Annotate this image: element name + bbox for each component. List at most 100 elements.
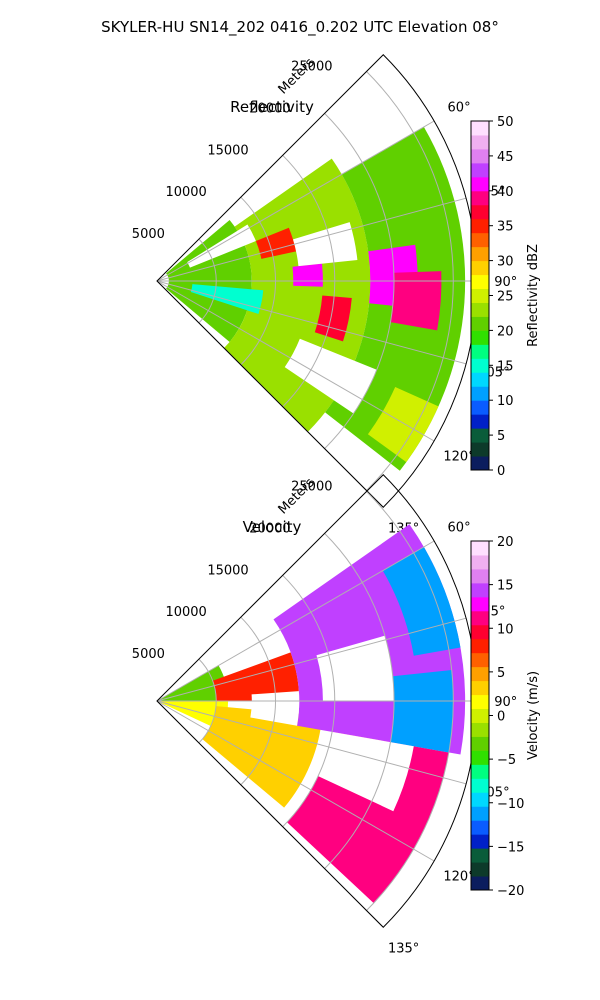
colorbar-swatch — [471, 778, 489, 793]
colorbar-tick-label: 15 — [497, 359, 514, 374]
colorbar-swatch — [471, 722, 489, 737]
colorbar-swatch — [471, 582, 489, 598]
colorbar-tick-label: −15 — [497, 840, 524, 855]
colorbar-swatch — [471, 596, 489, 612]
colorbar-swatch — [471, 568, 489, 584]
colorbar-swatch — [471, 204, 489, 220]
azimuth-tick-label: 90° — [494, 695, 517, 710]
colorbar-tick-label: 10 — [497, 622, 514, 637]
data-cell — [390, 670, 454, 753]
colorbar-swatch — [471, 610, 489, 626]
colorbar-swatch — [471, 232, 489, 248]
azimuth-tick-label: 135° — [388, 942, 419, 957]
azimuth-gridline — [156, 700, 435, 862]
colorbar-tick-label: 0 — [497, 710, 505, 725]
colorbar-swatch — [471, 736, 489, 751]
colorbar-swatch — [471, 708, 489, 723]
colorbar-tick-label: 15 — [497, 579, 514, 594]
chart-panel-2: Velocity500010000150002000025000Meters60… — [132, 474, 541, 957]
data-cell — [314, 295, 352, 342]
colorbar-swatch — [471, 372, 489, 387]
colorbar: 0 5 10 15 20 25 30 35 40 45 50 Reflectivity dBZ — [470, 115, 541, 479]
colorbar-swatch — [471, 358, 489, 373]
colorbar-tick-label: 10 — [497, 394, 514, 409]
colorbar-swatch — [471, 386, 489, 401]
radial-tick-label: 25000 — [291, 479, 332, 494]
data-cell — [190, 284, 264, 314]
data-cell — [202, 706, 323, 808]
colorbar-swatch — [471, 820, 489, 835]
radial-tick-label: 10000 — [165, 605, 206, 620]
colorbar-swatch — [471, 666, 489, 682]
data-cell — [367, 387, 439, 463]
colorbar-label: Reflectivity dBZ — [526, 244, 541, 347]
azimuth-gridline — [156, 280, 467, 365]
colorbar-label: Velocity (m/s) — [526, 671, 541, 760]
radial-tick-label: 10000 — [165, 185, 206, 200]
colorbar-swatch — [471, 680, 489, 696]
radial-tick-label: 5000 — [132, 227, 165, 242]
azimuth-gridline — [156, 700, 467, 785]
radial-tick-label: 15000 — [207, 563, 248, 578]
data-layer — [166, 126, 466, 471]
radial-tick-label: 15000 — [207, 143, 248, 158]
colorbar-swatch — [471, 652, 489, 668]
colorbar-swatch — [471, 750, 489, 765]
colorbar-tick-label: −5 — [497, 753, 516, 768]
azimuth-gridline — [156, 197, 467, 282]
colorbar-swatch — [471, 541, 489, 556]
colorbar-swatch — [471, 638, 489, 654]
colorbar-swatch — [471, 148, 489, 164]
no-data-region — [187, 224, 256, 268]
azimuth-gridline — [156, 540, 435, 702]
radial-tick-label: 20000 — [249, 101, 290, 116]
azimuth-tick-label: 120° — [443, 869, 474, 884]
colorbar-swatch — [471, 330, 489, 345]
radial-tick-label: 20000 — [249, 521, 290, 536]
data-cell — [382, 546, 461, 656]
colorbar-swatch — [471, 624, 489, 640]
data-cell — [212, 652, 300, 701]
azimuth-gridline — [156, 280, 435, 442]
chart-panel-1: Reflectivity500010000150002000025000Mete… — [132, 54, 541, 537]
colorbar-swatch — [471, 442, 489, 457]
chart-title: Velocity — [243, 518, 302, 536]
chart-title: Reflectivity — [230, 98, 314, 116]
colorbar-swatch — [471, 260, 489, 276]
colorbar-swatch — [471, 862, 489, 877]
colorbar-swatch — [471, 414, 489, 429]
colorbar-tick-label: 5 — [497, 666, 505, 681]
colorbar-tick-label: −10 — [497, 797, 524, 812]
azimuth-gridline — [156, 120, 435, 282]
colorbar-swatch — [471, 218, 489, 234]
colorbar-swatch — [471, 121, 489, 136]
radial-tick-label: 5000 — [132, 647, 165, 662]
figure-suptitle: SKYLER-HU SN14_202 0416_0.202 UTC Elevat… — [101, 18, 499, 37]
colorbar-swatch — [471, 134, 489, 150]
colorbar-tick-label: 5 — [497, 429, 505, 444]
radial-tick-label: 25000 — [291, 59, 332, 74]
no-data-region — [318, 731, 414, 812]
colorbar-tick-label: 20 — [497, 324, 514, 339]
colorbar-swatch — [471, 176, 489, 192]
colorbar-tick-label: 25 — [497, 290, 514, 305]
colorbar-tick-label: 30 — [497, 255, 514, 270]
colorbar-swatch — [471, 344, 489, 359]
data-cell — [390, 271, 442, 331]
colorbar-tick-label: 35 — [497, 220, 514, 235]
data-cell — [292, 263, 323, 287]
colorbar-tick-label: −20 — [497, 884, 524, 899]
no-data-region — [293, 222, 358, 267]
colorbar: −20 −15 −10 −5 0 5 10 15 20 Velocity (m/s) — [470, 535, 541, 899]
colorbar-swatch — [471, 316, 489, 331]
colorbar-swatch — [471, 456, 489, 471]
colorbar-swatch — [471, 274, 489, 290]
azimuth-tick-label: 60° — [448, 101, 471, 116]
colorbar-tick-label: 40 — [497, 185, 514, 200]
data-cell — [255, 227, 297, 259]
colorbar-swatch — [471, 428, 489, 443]
azimuth-gridline — [156, 617, 467, 702]
azimuth-tick-label: 120° — [443, 449, 474, 464]
data-layer — [157, 524, 466, 904]
